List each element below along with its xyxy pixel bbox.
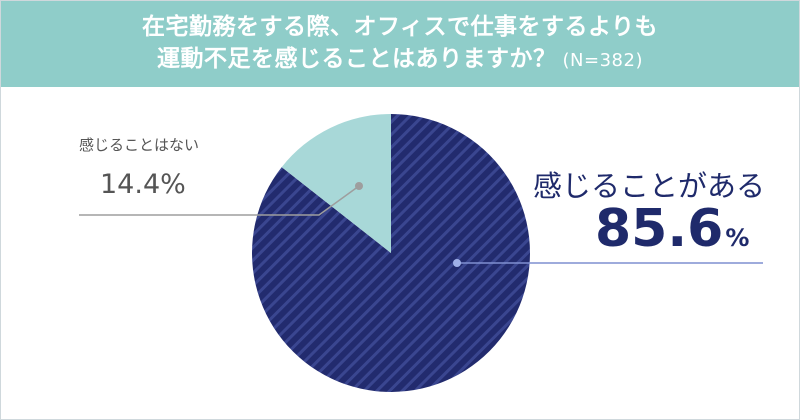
pie-slices	[251, 114, 530, 392]
pie-slice-no	[281, 114, 391, 253]
leader-dot-no	[355, 182, 363, 190]
slice-value-yes-number: 85.6	[595, 199, 724, 259]
slice-value-no: 14.4%	[100, 169, 186, 200]
leader-dot-yes	[453, 259, 461, 267]
slice-value-yes-unit: %	[725, 224, 750, 252]
chart-title-line-1: 在宅勤務をする際、オフィスで仕事をするよりも	[141, 14, 659, 40]
chart-title-text-2: 運動不足を感じることはありますか？	[157, 46, 557, 72]
pie-slice-yes	[251, 114, 530, 392]
sample-size-note: (N=382)	[562, 50, 643, 71]
slice-label-yes: 感じることがある	[533, 169, 766, 203]
chart-title-line-2: 運動不足を感じることはありますか？ (N=382)	[1, 43, 799, 77]
leader-line-no	[79, 185, 360, 216]
chart-header: 在宅勤務をする際、オフィスで仕事をするよりも 運動不足を感じることはありますか？…	[1, 1, 799, 87]
slice-label-no: 感じることはない	[79, 136, 200, 154]
leader-lines	[79, 182, 763, 267]
slice-value-yes: 85.6%	[595, 199, 749, 259]
